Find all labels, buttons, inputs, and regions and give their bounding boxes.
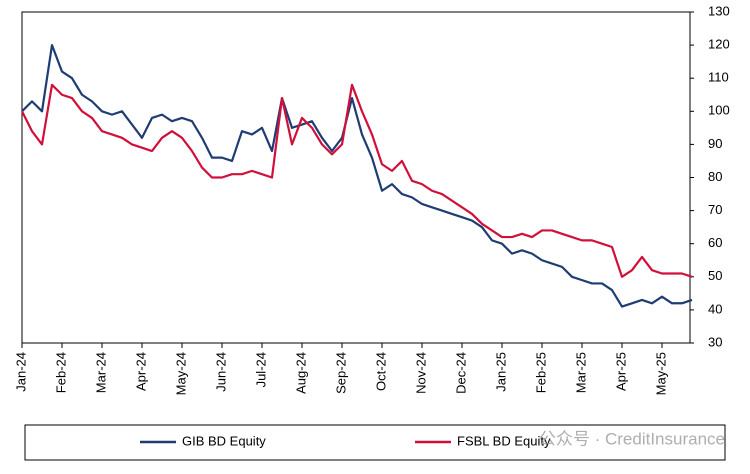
y-tick-label: 110	[708, 70, 729, 85]
legend-box	[24, 424, 726, 461]
x-tick-label: Jul-24	[253, 352, 268, 387]
x-tick-label: Jan-24	[13, 352, 28, 392]
y-tick-label: 30	[708, 334, 722, 349]
y-tick-label: 40	[708, 301, 722, 316]
y-tick-label: 60	[708, 235, 722, 250]
x-tick-label: Aug-24	[293, 352, 308, 394]
x-tick-label: Sep-24	[333, 352, 348, 394]
y-tick-label: 100	[708, 103, 730, 118]
x-tick-label: Jun-24	[213, 352, 228, 392]
x-tick-label: Dec-24	[453, 352, 468, 394]
x-tick-label: Feb-24	[53, 352, 68, 393]
series-line	[21, 43, 693, 308]
y-tick-label: 50	[708, 268, 722, 283]
y-tick-label: 130	[708, 3, 730, 18]
x-tick-label: Feb-25	[533, 352, 548, 393]
series-line	[21, 83, 693, 278]
legend-label: FSBL BD Equity	[457, 433, 551, 448]
x-tick-label: Mar-25	[573, 352, 588, 393]
x-tick-label: Apr-25	[613, 352, 628, 391]
y-tick-label: 80	[708, 169, 722, 184]
x-tick-label: Nov-24	[413, 352, 428, 394]
plot-frame	[21, 11, 691, 344]
x-tick-label: Mar-24	[93, 352, 108, 393]
watermark: 公众号 · CreditInsurance	[539, 429, 725, 448]
y-tick-label: 120	[708, 37, 730, 52]
x-tick-label: Apr-24	[133, 352, 148, 391]
x-tick-label: May-24	[173, 352, 188, 395]
x-tick-label: May-25	[653, 352, 668, 395]
y-tick-label: 90	[708, 136, 722, 151]
x-tick-label: Oct-24	[373, 352, 388, 391]
x-tick-label: Jan-25	[493, 352, 508, 392]
legend-label: GIB BD Equity	[182, 433, 266, 448]
y-tick-label: 70	[708, 202, 722, 217]
